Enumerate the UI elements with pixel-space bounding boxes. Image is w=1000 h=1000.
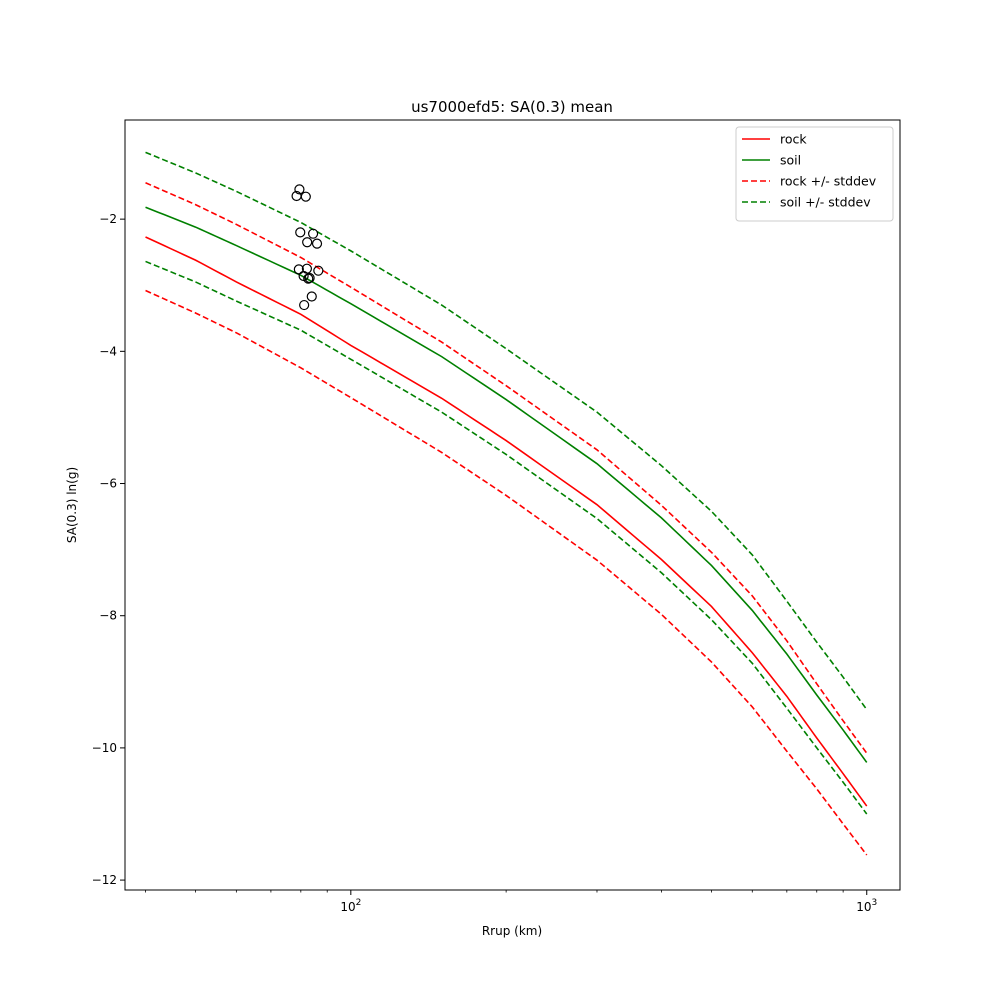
legend-label-0: rock <box>780 132 807 147</box>
x-axis: 102 103 <box>145 890 877 914</box>
chart-title: us7000efd5: SA(0.3) mean <box>411 98 613 116</box>
legend-label-2: rock +/- stddev <box>780 174 877 189</box>
y-tick-label-2: −8 <box>99 609 117 623</box>
scatter-point-4 <box>307 228 319 239</box>
series-line-stddev-lower-5 <box>145 260 868 815</box>
series-line-rock-0 <box>145 236 868 807</box>
scatter-point-9 <box>313 265 324 276</box>
y-tick-label-0: −12 <box>92 873 117 887</box>
plot-area <box>124 119 901 891</box>
scatter-point-13 <box>306 291 317 302</box>
x-tick-label-0: 102 <box>340 898 361 914</box>
scatter-point-0 <box>294 184 305 195</box>
axes-frame <box>124 119 901 891</box>
legend-box <box>735 126 894 222</box>
scatter-point-5 <box>302 237 313 248</box>
legend-label-1: soil <box>780 153 801 168</box>
y-axis: −12 −10 −8 −6 −4 −2 <box>92 212 125 887</box>
series-line-rock-stddev-2 <box>145 182 868 754</box>
y-tick-label-5: −2 <box>99 212 117 226</box>
legend: rock soil rock +/- stddev soil +/- stddev <box>735 126 894 222</box>
scatter-point-7 <box>293 264 304 275</box>
x-axis-label: Rrup (km) <box>482 924 542 938</box>
y-tick-label-3: −6 <box>99 477 117 491</box>
y-tick-label-4: −4 <box>99 344 117 358</box>
scatter-point-2 <box>300 191 311 202</box>
scatter-point-6 <box>311 238 323 249</box>
y-tick-label-1: −10 <box>92 741 117 755</box>
scatter-point-14 <box>299 299 310 311</box>
legend-label-3: soil +/- stddev <box>780 195 871 210</box>
scatter-point-12 <box>303 273 314 284</box>
series-line-soil-stddev-4 <box>145 151 868 711</box>
y-axis-label: SA(0.3) ln(g) <box>65 467 79 543</box>
series-line-stddev-lower-3 <box>145 289 868 856</box>
series-line-soil-1 <box>145 206 868 763</box>
scatter-point-3 <box>295 227 306 238</box>
x-tick-label-1: 103 <box>856 898 877 914</box>
